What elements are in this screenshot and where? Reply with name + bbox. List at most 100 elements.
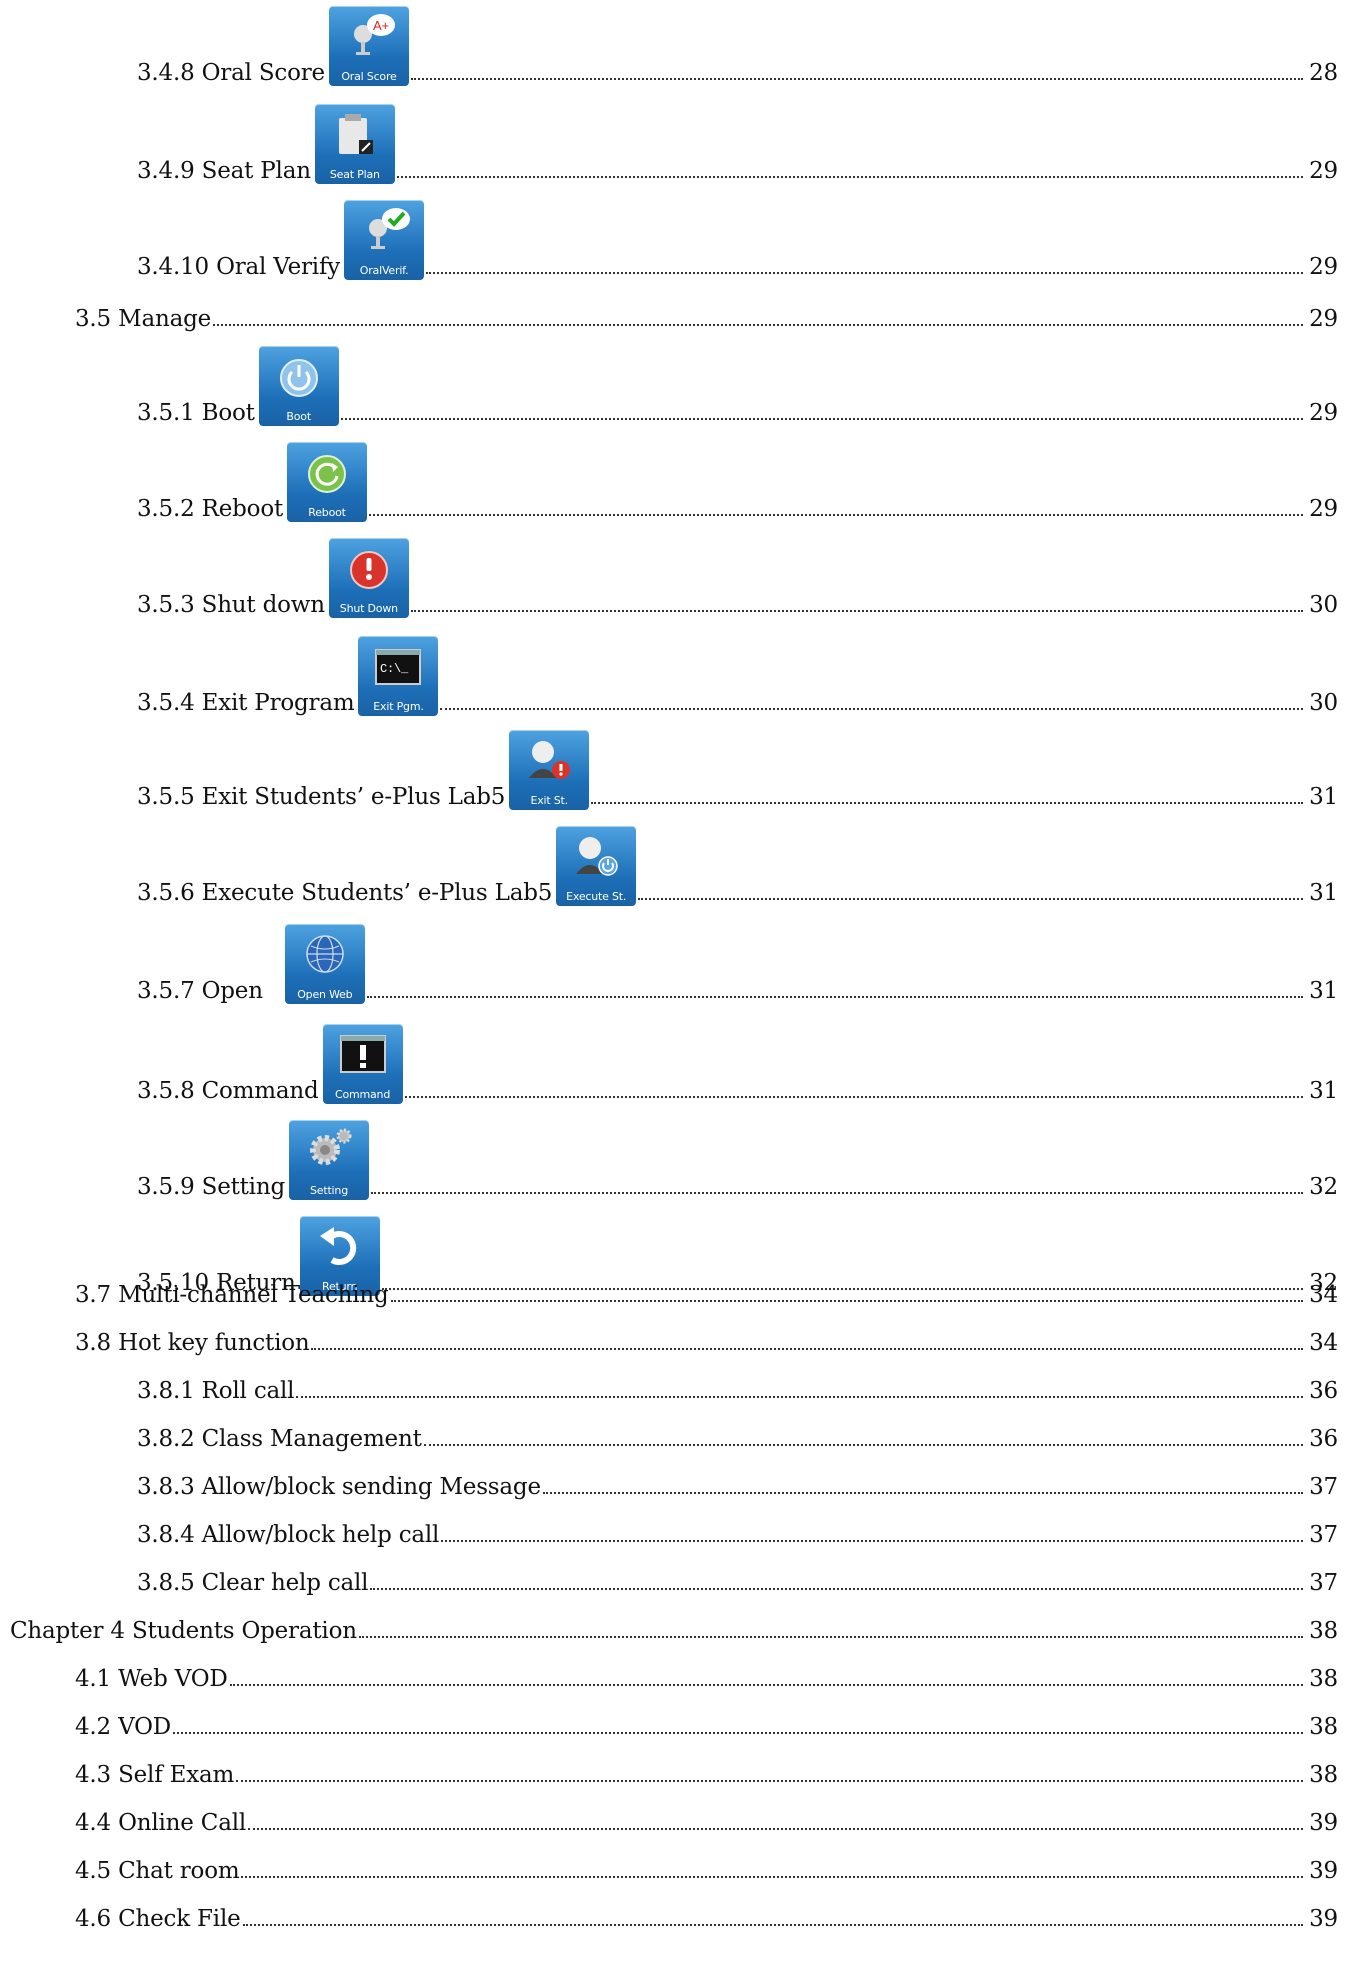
- page-number: 36: [1309, 1426, 1338, 1452]
- shut-down-icon: Shut Down: [328, 538, 409, 618]
- toc-row-roll-call[interactable]: 3.8.1 Roll call 36: [137, 1378, 1338, 1404]
- icon-caption: Open Web: [297, 989, 353, 1001]
- icon-caption: Execute St.: [566, 891, 627, 903]
- toc-label: 3.5.2 Reboot: [137, 496, 284, 522]
- toc-label: 3.8.4 Allow/block help call: [137, 1522, 440, 1548]
- toc-row-seat-plan[interactable]: 3.4.9 Seat Plan Seat Plan 29: [137, 104, 1338, 184]
- page-number: 36: [1309, 1378, 1338, 1404]
- page-number: 29: [1309, 400, 1338, 426]
- toc-row-setting[interactable]: 3.5.9 Setting Setting 32: [137, 1120, 1338, 1200]
- toc-row-class-management[interactable]: 3.8.2 Class Management 36: [137, 1426, 1338, 1452]
- seat-plan-icon: Seat Plan: [314, 104, 395, 184]
- toc-label: 4.1 Web VOD: [75, 1666, 228, 1692]
- toc-row-multi-channel[interactable]: 3.7 Multi-channel Teaching 34: [75, 1282, 1338, 1308]
- toc-row-allow-block-message[interactable]: 3.8.3 Allow/block sending Message 37: [137, 1474, 1338, 1500]
- toc-label: 3.5.3 Shut down: [137, 592, 325, 618]
- page-number: 29: [1309, 254, 1338, 280]
- toc-row-return[interactable]: 3.5.10 Return Return 32: [137, 1216, 1338, 1296]
- toc-row-allow-block-help[interactable]: 3.8.4 Allow/block help call 37: [137, 1522, 1338, 1548]
- toc-row-clear-help[interactable]: 3.8.5 Clear help call 37: [137, 1570, 1338, 1596]
- setting-icon: Setting: [288, 1120, 369, 1200]
- page-number: 34: [1309, 1282, 1338, 1308]
- toc-row-reboot[interactable]: 3.5.2 Reboot Reboot 29: [137, 442, 1338, 522]
- toc-label: 3.8.5 Clear help call: [137, 1570, 369, 1596]
- leader-dots: [173, 1732, 1303, 1734]
- page-number: 32: [1309, 1174, 1338, 1200]
- leader-dots: [366, 996, 1303, 998]
- leader-dots: [369, 514, 1303, 516]
- toc-row-vod[interactable]: 4.2 VOD 38: [75, 1714, 1338, 1740]
- boot-icon: Boot: [258, 346, 339, 426]
- leader-dots: [390, 1300, 1303, 1302]
- leader-dots: [396, 176, 1303, 178]
- icon-caption: Boot: [286, 411, 311, 423]
- toc-label: 3.4.8 Oral Score: [137, 60, 325, 86]
- leader-dots: [358, 1636, 1303, 1638]
- toc-row-execute-students[interactable]: 3.5.6 Execute Students’ e-Plus Lab5 Exec…: [137, 826, 1338, 906]
- icon-caption: Shut Down: [339, 603, 398, 615]
- command-icon: Command: [322, 1024, 403, 1104]
- page-number: 38: [1309, 1618, 1338, 1644]
- oral-score-icon: A+ Oral Score: [328, 6, 409, 86]
- toc-row-hot-key[interactable]: 3.8 Hot key function 34: [75, 1330, 1338, 1356]
- toc-row-online-call[interactable]: 4.4 Online Call 39: [75, 1810, 1338, 1836]
- toc-row-manage[interactable]: 3.5 Manage 29: [75, 306, 1338, 332]
- toc-row-chat-room[interactable]: 4.5 Chat room 39: [75, 1858, 1338, 1884]
- toc-label: 3.8.2 Class Management: [137, 1426, 422, 1452]
- leader-dots: [441, 1540, 1303, 1542]
- toc-label: 3.5.5 Exit Students’ e-Plus Lab5: [137, 784, 506, 810]
- page-number: 29: [1309, 496, 1338, 522]
- toc-row-exit-program[interactable]: 3.5.4 Exit Program C:\_ Exit Pgm. 30: [137, 636, 1338, 716]
- toc-label: 3.8.3 Allow/block sending Message: [137, 1474, 541, 1500]
- leader-dots: [311, 1348, 1303, 1350]
- leader-dots: [213, 324, 1303, 326]
- toc-row-command[interactable]: 3.5.8 Command Command 31: [137, 1024, 1338, 1104]
- icon-caption: Oral Score: [341, 71, 397, 83]
- toc-label: 3.5.10 Return: [137, 1270, 296, 1296]
- page-number: 39: [1309, 1810, 1338, 1836]
- leader-dots: [242, 1924, 1303, 1926]
- toc-label: 3.8 Hot key function: [75, 1330, 310, 1356]
- toc-row-exit-students[interactable]: 3.5.5 Exit Students’ e-Plus Lab5 Exit St…: [137, 730, 1338, 810]
- page-number: 38: [1309, 1762, 1338, 1788]
- leader-dots: [370, 1588, 1303, 1590]
- toc-row-self-exam[interactable]: 4.3 Self Exam 38: [75, 1762, 1338, 1788]
- toc-label: 3.5.1 Boot: [137, 400, 255, 426]
- toc-row-chapter-4[interactable]: Chapter 4 Students Operation 38: [10, 1618, 1338, 1644]
- toc-row-check-file[interactable]: 4.6 Check File 39: [75, 1906, 1338, 1932]
- leader-dots: [370, 1192, 1303, 1194]
- page-number: 38: [1309, 1714, 1338, 1740]
- svg-text:C:\_: C:\_: [380, 662, 409, 676]
- leader-dots: [381, 1288, 1303, 1290]
- page-number: 31: [1309, 880, 1338, 906]
- oral-verify-icon: OralVerif.: [344, 200, 425, 280]
- page-number: 29: [1309, 306, 1338, 332]
- page-number: 32: [1309, 1270, 1338, 1296]
- page-number: 37: [1309, 1474, 1338, 1500]
- icon-caption: Exit St.: [530, 795, 568, 807]
- open-web-icon: Open Web: [284, 924, 365, 1004]
- toc-row-boot[interactable]: 3.5.1 Boot Boot 29: [137, 346, 1338, 426]
- reboot-icon: Reboot: [287, 442, 368, 522]
- leader-dots: [591, 802, 1303, 804]
- page-number: 28: [1309, 60, 1338, 86]
- toc-row-oral-verify[interactable]: 3.4.10 Oral Verify OralVerif. 29: [137, 200, 1338, 280]
- leader-dots: [296, 1396, 1303, 1398]
- page-number: 31: [1309, 784, 1338, 810]
- page-number: 39: [1309, 1906, 1338, 1932]
- toc-row-shut-down[interactable]: 3.5.3 Shut down Shut Down 30: [137, 538, 1338, 618]
- leader-dots: [423, 1444, 1303, 1446]
- toc-label: 3.5.9 Setting: [137, 1174, 285, 1200]
- page-number: 29: [1309, 158, 1338, 184]
- toc-row-web-vod[interactable]: 4.1 Web VOD 38: [75, 1666, 1338, 1692]
- leader-dots: [236, 1780, 1303, 1782]
- leader-dots: [638, 898, 1303, 900]
- icon-caption: OralVerif.: [359, 265, 409, 277]
- toc-row-open[interactable]: 3.5.7 Open Open Web 31: [137, 924, 1338, 1004]
- page-number: 30: [1309, 592, 1338, 618]
- toc-label: 3.5.7 Open: [137, 978, 263, 1004]
- leader-dots: [410, 78, 1303, 80]
- toc-row-oral-score[interactable]: 3.4.8 Oral Score A+ Oral Score 28: [137, 6, 1338, 86]
- toc-label: 4.3 Self Exam: [75, 1762, 235, 1788]
- icon-caption: Command: [334, 1089, 391, 1101]
